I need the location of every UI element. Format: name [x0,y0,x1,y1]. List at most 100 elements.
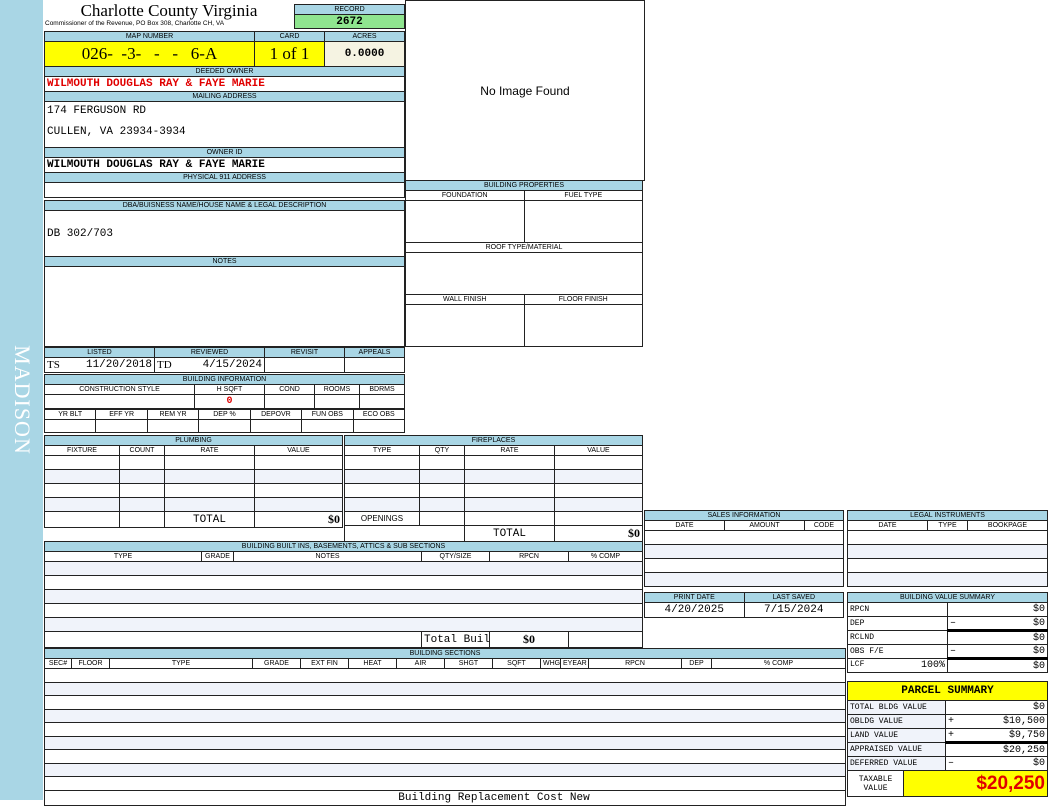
value: $0 [1032,758,1045,769]
cell [464,455,555,470]
cell [119,497,165,512]
cell [44,631,422,648]
table-row [44,455,343,470]
table-row: DEP – $0 [847,616,1048,632]
dba-section: DBA/BUISNESS NAME/HOUSE NAME & LEGAL DES… [44,200,405,347]
col-header: EXT FIN [300,658,349,669]
listed-label: LISTED [44,347,155,358]
col-header: RATE [164,445,255,456]
cell [254,469,343,484]
col-header: DATE [644,520,725,531]
col-header: DEP [681,658,712,669]
cell [164,455,255,470]
district-sidebar: MADISON [0,0,43,800]
cell [44,603,643,618]
sign: – [948,758,955,769]
page-subtitle: Commissioner of the Revenue, PO Box 308,… [45,20,225,27]
bvs-extra: 100% [920,660,945,671]
fireplaces-total-label: TOTAL [464,525,555,542]
bvs-row-label: DEP [847,616,948,631]
cond-value [264,394,315,409]
physical-address-value [44,182,405,198]
value: $0 [1032,632,1045,644]
cell [95,419,148,433]
table-row [44,483,343,498]
legal-instruments: LEGAL INSTRUMENTS DATE TYPE BOOKPAGE [847,510,1048,587]
cell [419,455,465,470]
table-row: Total Built In Value$0 [44,631,643,648]
col-header: TYPE [44,551,202,562]
property-image-placeholder: No Image Found [405,0,645,181]
cell [44,749,846,764]
cell [44,681,846,696]
foundation-value [405,200,525,243]
bvs-row-label: OBS F/E [847,644,948,659]
building-properties-label: BUILDING PROPERTIES [405,180,643,191]
appeals-label: APPEALS [344,347,405,358]
reviewed-value: TD 4/15/2024 [154,357,265,373]
value: $10,500 [1002,716,1045,727]
col-header: FIXTURE [44,445,120,456]
table-row [44,762,846,777]
value: $0 [1032,617,1045,629]
col-header: DATE [847,520,928,531]
notes-label: NOTES [44,256,405,267]
bvs-row-label: RCLND [847,630,948,645]
col-header: SEC# [44,658,72,669]
table-row: OPENINGS [344,511,643,526]
cell [43,419,97,433]
sign: + [948,729,955,741]
bvs-label: RCLND [850,633,875,642]
rooms-value [314,394,360,409]
value: $0 [1032,604,1045,615]
cell [44,511,120,528]
col-header: YR BLT [43,409,97,420]
wall-finish-value [405,304,525,347]
built-ins-label: BUILDING BUILT INS, BASEMENTS, ATTICS & … [44,541,643,552]
col-header: BOOKPAGE [967,520,1048,531]
col-header: NOTES [233,551,422,562]
plumbing-total-value: $0 [254,511,343,528]
table-row [44,735,846,750]
parcel-row-label: TOTAL BLDG VALUE [847,700,946,715]
parcel-row-value: + $9,750 [945,728,1048,744]
col-header: % COMP [711,658,846,669]
table-row: Building Replacement Cost New [44,789,846,806]
reviewed-label: REVIEWED [154,347,265,358]
plumbing-total-label: TOTAL [164,511,255,528]
map-number-box: MAP NUMBER CARD ACRES 026- -3- - - 6-A 1 of… [44,31,405,67]
col-header: RPCN [489,551,569,562]
cell [344,497,420,512]
table-row [847,572,1048,587]
table-row: TAXABLE VALUE $20,250 [847,770,1048,797]
value: $0 [1032,645,1045,657]
cell [847,530,1048,545]
legal-label: LEGAL INSTRUMENTS [847,510,1048,521]
col-header: AMOUNT [724,520,805,531]
table-row [644,530,844,545]
cell [554,483,643,498]
cell [44,722,846,737]
table-row [644,544,844,559]
table-row: DEFERRED VALUE – $0 [847,756,1048,771]
roof-label: ROOF TYPE/MATERIAL [405,242,643,253]
cell [568,631,643,648]
floor-finish-value [523,304,643,347]
physical-address-label: PHYSICAL 911 ADDRESS [44,172,405,183]
cell [464,483,555,498]
table-row: TOTAL $0 [344,525,643,542]
bdrms-label: BDRMS [359,384,405,395]
cell [198,419,251,433]
col-header: EYEAR [560,658,589,669]
taxable-value-label: TAXABLE VALUE [847,770,904,797]
cell [344,469,420,484]
building-sections: BUILDING SECTIONS SEC# FLOOR TYPE GRADE EXT … [44,648,846,806]
bvs-row-value: $0 [947,658,1048,673]
table-row [44,681,846,696]
col-header: TYPE [344,445,420,456]
col-header: REM YR [146,409,200,420]
page-title: Charlotte County Virginia [80,1,258,20]
mailing-line-2: CULLEN, VA 23934-3934 [47,126,186,138]
table-row [44,575,643,590]
col-header: FUN OBS [301,409,354,420]
